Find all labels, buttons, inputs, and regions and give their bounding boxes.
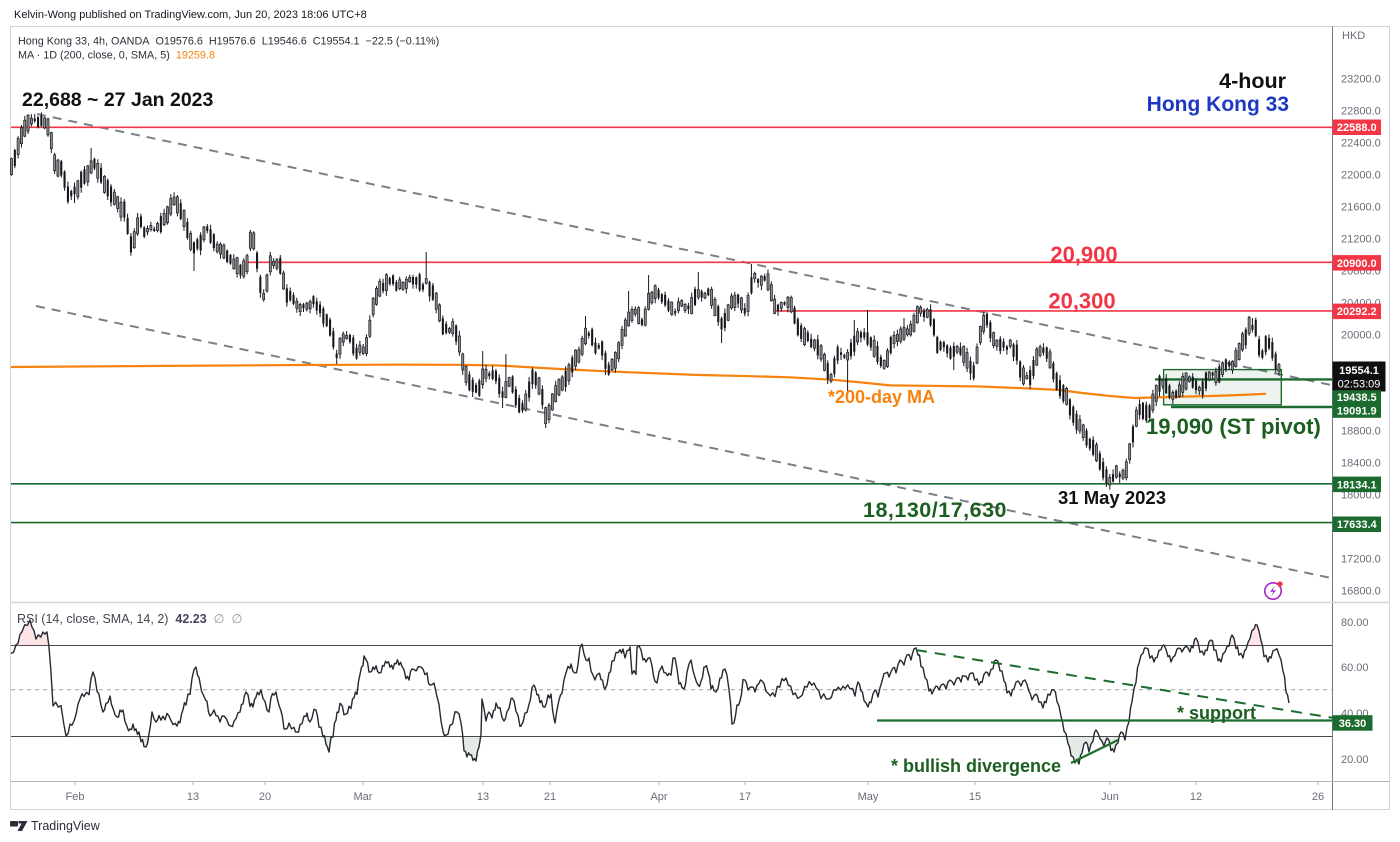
svg-text:36.30: 36.30 (1339, 718, 1367, 730)
svg-text:18000.0: 18000.0 (1341, 489, 1381, 501)
svg-text:16800.0: 16800.0 (1341, 585, 1381, 597)
svg-text:4-hour: 4-hour (1219, 69, 1287, 93)
svg-text:TradingView: TradingView (31, 819, 101, 833)
svg-text:21200.0: 21200.0 (1341, 233, 1381, 245)
svg-text:13: 13 (477, 791, 489, 803)
svg-text:19438.5: 19438.5 (1337, 392, 1377, 404)
svg-text:Jun: Jun (1101, 791, 1119, 803)
svg-text:60.00: 60.00 (1341, 662, 1369, 674)
svg-text:15: 15 (969, 791, 981, 803)
svg-text:20.00: 20.00 (1341, 754, 1369, 766)
svg-text:21: 21 (544, 791, 556, 803)
svg-text:20,300: 20,300 (1048, 289, 1115, 314)
svg-text:22000.0: 22000.0 (1341, 169, 1381, 181)
svg-text:May: May (858, 791, 879, 803)
svg-text:17200.0: 17200.0 (1341, 553, 1381, 565)
svg-text:19554.1: 19554.1 (1339, 365, 1379, 377)
svg-text:80.00: 80.00 (1341, 617, 1369, 629)
svg-text:* bullish divergence: * bullish divergence (891, 756, 1061, 776)
svg-text:22,688 ~ 27 Jan 2023: 22,688 ~ 27 Jan 2023 (22, 89, 214, 111)
svg-text:20000.0: 20000.0 (1341, 329, 1381, 341)
svg-text:22800.0: 22800.0 (1341, 105, 1381, 117)
svg-text:Hong Kong 33, 4h, OANDA O1957: Hong Kong 33, 4h, OANDA O19576.6 H19576.… (18, 36, 439, 48)
svg-text:13: 13 (187, 791, 199, 803)
svg-text:12: 12 (1190, 791, 1202, 803)
svg-text:18800.0: 18800.0 (1341, 425, 1381, 437)
svg-text:*200-day MA: *200-day MA (828, 387, 935, 407)
svg-text:19091.9: 19091.9 (1337, 406, 1377, 418)
svg-text:20: 20 (259, 791, 271, 803)
svg-text:21600.0: 21600.0 (1341, 201, 1381, 213)
svg-text:22588.0: 22588.0 (1337, 122, 1377, 134)
svg-text:17: 17 (739, 791, 751, 803)
svg-text:18400.0: 18400.0 (1341, 457, 1381, 469)
svg-text:20292.2: 20292.2 (1337, 306, 1377, 318)
svg-text:Feb: Feb (66, 791, 85, 803)
svg-text:* support: * support (1177, 703, 1256, 723)
svg-text:Mar: Mar (354, 791, 373, 803)
svg-text:26: 26 (1312, 791, 1324, 803)
svg-text:Apr: Apr (650, 791, 667, 803)
svg-text:19,090 (ST pivot): 19,090 (ST pivot) (1146, 414, 1321, 439)
svg-text:Hong Kong 33: Hong Kong 33 (1147, 93, 1289, 116)
svg-text:HKD: HKD (1342, 30, 1365, 42)
svg-text:18,130/17,630: 18,130/17,630 (863, 498, 1007, 522)
svg-text:31 May 2023: 31 May 2023 (1058, 487, 1166, 508)
svg-text:RSI (14, close, SMA, 14, 2) 4: RSI (14, close, SMA, 14, 2) 42.23 ∅ ∅ (17, 612, 242, 626)
svg-text:20900.0: 20900.0 (1337, 258, 1377, 270)
svg-text:22400.0: 22400.0 (1341, 137, 1381, 149)
svg-text:MA · 1D (200, close, 0, SMA, 5: MA · 1D (200, close, 0, SMA, 5) 19259.8 (18, 50, 215, 62)
svg-text:17633.4: 17633.4 (1337, 519, 1378, 531)
svg-text:20,900: 20,900 (1050, 242, 1117, 267)
svg-text:02:53:09: 02:53:09 (1338, 379, 1381, 391)
svg-text:23200.0: 23200.0 (1341, 73, 1381, 85)
svg-text:Kelvin-Wong published on Tradi: Kelvin-Wong published on TradingView.com… (14, 9, 367, 21)
svg-text:18134.1: 18134.1 (1337, 479, 1377, 491)
